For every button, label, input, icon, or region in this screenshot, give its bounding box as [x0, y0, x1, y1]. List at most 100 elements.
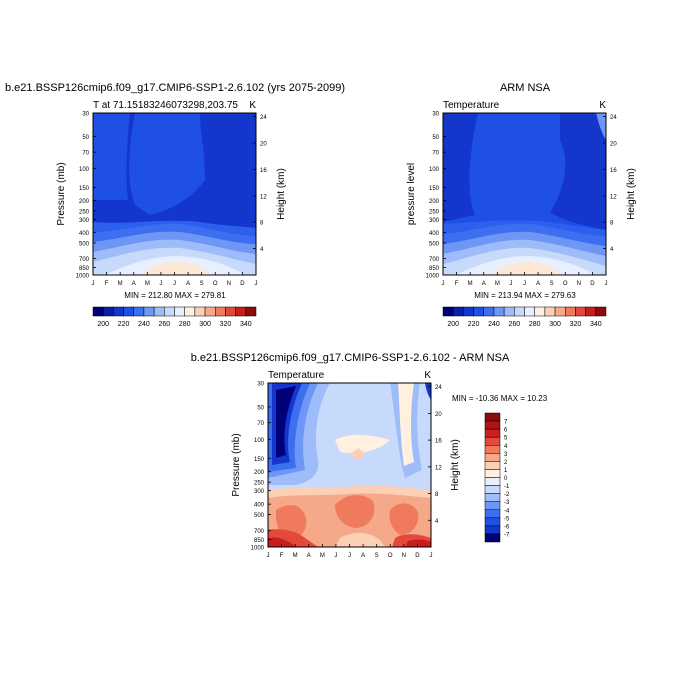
colorbar-cell [194, 306, 206, 317]
y-axis-right-label: Height (km) [626, 168, 637, 220]
y-tick-label: 400 [429, 231, 440, 237]
x-tick-label: J [267, 553, 270, 559]
field-band [596, 113, 606, 140]
y-tick-label: 400 [254, 503, 265, 509]
colorbar-cell [442, 306, 454, 317]
y-tick-label: 30 [82, 112, 89, 118]
min-max-text: MIN = -10.36 MAX = 10.23 [452, 394, 548, 403]
x-tick-label: S [550, 281, 554, 287]
x-tick-label: J [523, 281, 526, 287]
colorbar-cell [484, 469, 501, 478]
colorbar-cell [554, 306, 566, 317]
x-tick-label: M [468, 281, 473, 287]
panel-model-left-label: T at 71.15183246073298,203.75 [93, 100, 238, 111]
y-tick-label: 700 [254, 529, 265, 535]
colorbar-label: -5 [504, 516, 510, 522]
field-band [490, 262, 562, 275]
colorbar-cell [484, 436, 501, 446]
x-tick-label: A [186, 281, 190, 287]
colorbar-cell [102, 306, 114, 317]
panel-diff-field [268, 383, 431, 547]
field-band [335, 434, 390, 454]
colorbar-label: 6 [504, 428, 508, 434]
x-tick-label: M [495, 281, 500, 287]
colorbar-cell [565, 306, 576, 317]
colorbar-cell [484, 533, 501, 543]
x-tick-label: O [563, 281, 568, 287]
y-tick-label: 1000 [426, 274, 440, 280]
height-tick-label: 24 [260, 115, 267, 121]
colorbar-label: -7 [504, 532, 510, 538]
field-band [405, 539, 431, 547]
colorbar-cell [544, 306, 556, 317]
colorbar-cell [463, 306, 474, 317]
min-max-text: MIN = 213.94 MAX = 279.63 [474, 291, 576, 300]
colorbar-cell [143, 306, 155, 317]
y-tick-label: 300 [79, 218, 90, 224]
colorbar-label: 260 [158, 321, 170, 328]
colorbar-label: 320 [570, 321, 582, 328]
y-tick-label: 70 [257, 421, 264, 427]
y-tick-label: 700 [429, 257, 440, 263]
y-tick-label: 150 [429, 186, 440, 192]
x-tick-label: F [105, 281, 109, 287]
x-tick-label: O [388, 553, 393, 559]
x-tick-label: J [430, 553, 433, 559]
x-tick-label: J [605, 281, 608, 287]
colorbar-cell [514, 306, 525, 317]
panel-model: b.e21.BSSP126cmip6.f09_g17.CMIP6-SSP1-2.… [5, 82, 345, 328]
x-tick-label: A [536, 281, 540, 287]
field-band [425, 383, 431, 400]
y-tick-label: 70 [432, 151, 439, 157]
colorbar-label: -1 [504, 484, 510, 490]
height-tick-label: 24 [435, 385, 442, 391]
colorbar-cell [204, 306, 216, 317]
colorbar-label: 200 [447, 321, 459, 328]
colorbar-label: 2 [504, 460, 508, 466]
field-band [268, 537, 296, 547]
colorbar-cell [484, 509, 501, 519]
panel-obs-right-label: K [599, 100, 606, 111]
colorbar-cell [534, 306, 546, 317]
colorbar-label: 240 [138, 321, 150, 328]
colorbar-label: 280 [179, 321, 191, 328]
panel-obs-title: ARM NSA [500, 82, 551, 94]
x-tick-label: D [415, 553, 420, 559]
colorbar-cell [113, 306, 124, 317]
colorbar-cell [92, 306, 104, 317]
height-tick-label: 20 [610, 142, 617, 148]
x-tick-label: J [509, 281, 512, 287]
y-axis-label: Pressure (mb) [231, 433, 242, 496]
colorbar-cell [484, 445, 501, 454]
height-tick-label: 12 [435, 465, 442, 471]
colorbar-cell [493, 306, 505, 317]
colorbar-label: 0 [504, 476, 508, 482]
y-tick-label: 300 [429, 218, 440, 224]
height-tick-label: 8 [435, 492, 439, 498]
colorbar-cell [484, 517, 501, 527]
colorbar-cell [484, 428, 501, 438]
colorbar-cell [483, 306, 495, 317]
colorbar-label: 300 [199, 321, 211, 328]
colorbar-cell [524, 306, 535, 317]
colorbar-label: 340 [240, 321, 252, 328]
colorbar-label: 300 [549, 321, 561, 328]
height-tick-label: 8 [610, 221, 614, 227]
colorbar-cell [503, 306, 515, 317]
colorbar-label: 3 [504, 452, 508, 458]
colorbar-label: -2 [504, 492, 510, 498]
y-tick-label: 250 [429, 209, 440, 215]
panel-model-field [93, 113, 256, 275]
x-tick-label: J [442, 281, 445, 287]
field-band [335, 495, 375, 528]
x-tick-label: J [159, 281, 162, 287]
colorbar-label: 280 [529, 321, 541, 328]
x-tick-label: S [200, 281, 204, 287]
y-tick-label: 50 [82, 135, 89, 141]
colorbar-cell [484, 412, 501, 422]
x-tick-label: D [240, 281, 245, 287]
panel-diff-left-label: Temperature [268, 370, 325, 381]
y-axis-right-label: Height (km) [276, 168, 287, 220]
colorbar-cell [133, 306, 145, 317]
